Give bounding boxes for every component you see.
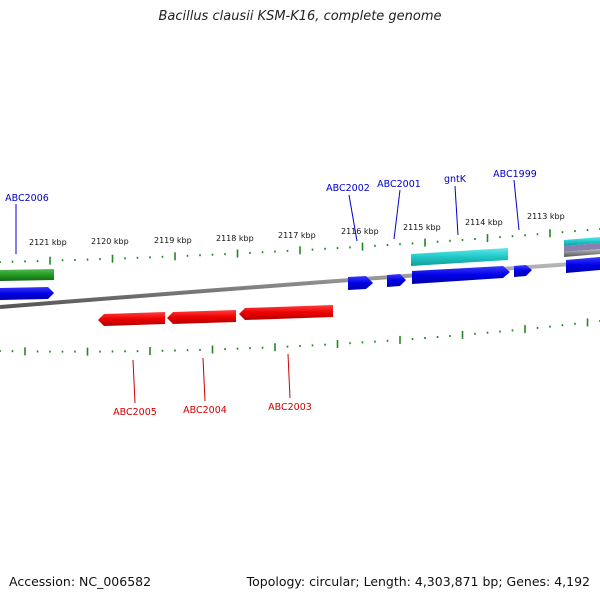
gene-label[interactable]: ABC2003	[268, 402, 312, 413]
gene-label[interactable]: gntK	[444, 174, 467, 185]
gene-label[interactable]: ABC2001	[377, 179, 421, 190]
gene-feature[interactable]	[412, 266, 510, 284]
forward-features	[0, 237, 600, 300]
ruler-label: 2113 kbp	[527, 212, 565, 221]
ruler-label: 2121 kbp	[29, 238, 67, 247]
gene-feature[interactable]	[98, 312, 165, 326]
gene-label[interactable]: ABC2005	[113, 407, 157, 418]
gene-feature[interactable]	[167, 310, 236, 324]
gene-feature[interactable]	[411, 248, 508, 266]
forward-gene-labels: ABC2006 ABC2002 ABC2001 gntK ABC1999	[5, 169, 537, 254]
genome-backbone	[0, 260, 600, 309]
ruler-labels: 2121 kbp 2120 kbp 2119 kbp 2118 kbp 2117…	[29, 212, 565, 247]
ruler-label: 2118 kbp	[216, 234, 254, 243]
ruler-label: 2115 kbp	[403, 223, 441, 232]
gene-label[interactable]: ABC2006	[5, 193, 49, 204]
gene-feature[interactable]	[514, 265, 532, 277]
gene-label[interactable]: ABC2002	[326, 183, 370, 194]
ruler-label: 2119 kbp	[154, 236, 192, 245]
gene-feature[interactable]	[564, 249, 600, 257]
inner-tick-track	[0, 318, 600, 356]
gene-feature[interactable]	[0, 287, 54, 300]
gene-feature[interactable]	[566, 257, 600, 273]
reverse-gene-labels: ABC2005 ABC2004 ABC2003	[113, 353, 312, 418]
outer-tick-track	[0, 228, 600, 265]
gene-feature[interactable]	[239, 305, 333, 320]
gene-label[interactable]: ABC2004	[183, 405, 227, 416]
gene-feature[interactable]	[348, 276, 373, 290]
ruler-label: 2116 kbp	[341, 227, 379, 236]
ruler-label: 2120 kbp	[91, 237, 129, 246]
ruler-label: 2114 kbp	[465, 218, 503, 227]
ruler-label: 2117 kbp	[278, 231, 316, 240]
gene-feature[interactable]	[387, 274, 406, 287]
map-title: Bacillus clausii KSM-K16, complete genom…	[158, 9, 442, 24]
genome-summary-text: Topology: circular; Length: 4,303,871 bp…	[246, 574, 590, 589]
gene-feature[interactable]	[0, 269, 54, 281]
reverse-features	[98, 305, 333, 326]
accession-text: Accession: NC_006582	[9, 574, 152, 589]
gene-label[interactable]: ABC1999	[493, 169, 537, 180]
